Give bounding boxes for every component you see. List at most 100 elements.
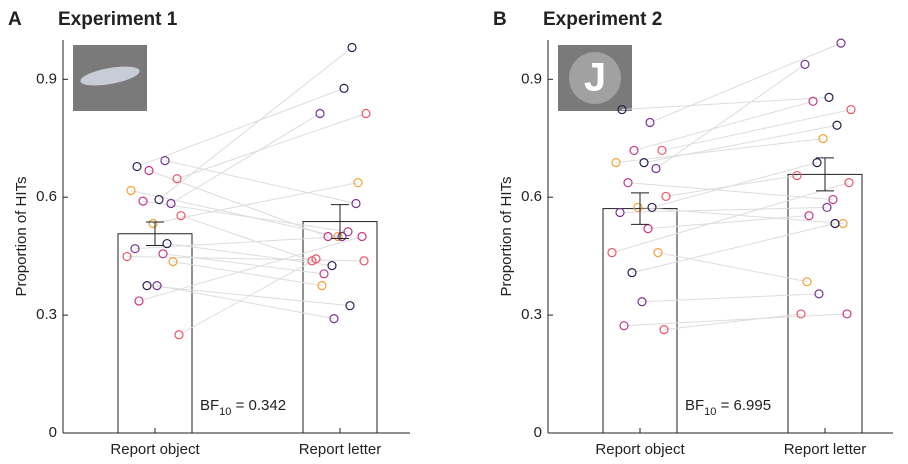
bf-value: = 6.995 <box>716 397 771 414</box>
pair-line <box>164 160 357 204</box>
participant-point <box>172 174 182 184</box>
y-tick-label: 0.9 <box>521 70 542 87</box>
participant-point <box>158 249 168 259</box>
participant-point <box>844 178 854 188</box>
stimulus-glow <box>569 52 621 104</box>
participant-point <box>315 108 325 119</box>
participant-point <box>329 314 339 324</box>
pair-line <box>641 293 820 303</box>
participant-point <box>130 244 140 254</box>
participant-point <box>154 194 164 205</box>
participant-point <box>623 178 633 188</box>
pair-line <box>180 215 313 262</box>
pair-line <box>166 243 333 267</box>
participant-point <box>633 202 643 213</box>
y-axis-label: Proportion of HITs <box>498 176 515 296</box>
pair-line <box>126 256 365 262</box>
participant-point <box>812 158 822 168</box>
pair-line <box>615 138 824 164</box>
participant-point <box>629 145 639 156</box>
pair-line <box>651 162 818 208</box>
bf-value: = 0.342 <box>231 397 286 414</box>
stimulus-letter: J <box>584 56 606 100</box>
pair-line <box>176 113 367 180</box>
y-tick-label: 0 <box>49 424 57 441</box>
y-tick-label: 0.6 <box>521 188 542 205</box>
panel-label: A <box>8 9 22 30</box>
participant-point <box>152 281 162 291</box>
panel-title: Experiment 1 <box>58 9 178 30</box>
participant-point <box>134 296 144 306</box>
participant-point <box>126 185 136 196</box>
x-tick-label: Report letter <box>299 441 382 458</box>
participant-point <box>166 198 176 209</box>
pair-line <box>623 313 848 327</box>
participant-point <box>160 156 170 166</box>
pair-line <box>657 252 808 283</box>
pair-line <box>611 182 850 254</box>
participant-point <box>796 309 806 319</box>
participant-point <box>645 117 655 128</box>
pair-line <box>172 261 323 287</box>
participant-point <box>319 269 329 279</box>
pair-line <box>152 182 359 225</box>
participant-point <box>359 256 369 266</box>
participant-point <box>607 248 617 258</box>
participant-point <box>659 325 669 335</box>
participant-point <box>144 165 154 176</box>
participant-point <box>792 170 802 181</box>
participant-point <box>343 227 353 237</box>
participant-point <box>808 96 818 106</box>
participant-point <box>800 59 810 69</box>
pair-line <box>619 206 828 214</box>
participant-point <box>802 277 812 287</box>
participant-point <box>148 218 158 229</box>
bf-subscript: 10 <box>704 406 716 418</box>
pair-line <box>663 313 802 331</box>
participant-point <box>619 321 629 331</box>
participant-point <box>176 211 186 221</box>
pair-line <box>655 63 806 169</box>
pair-line <box>643 124 838 164</box>
participant-point <box>317 281 327 291</box>
participant-point <box>337 231 347 242</box>
x-tick-label: Report object <box>595 441 685 458</box>
bayes-factor: BF10 = 6.995 <box>685 397 771 418</box>
participant-point <box>132 161 142 172</box>
x-tick-label: Report letter <box>784 441 867 458</box>
bf-label: BF <box>685 397 704 414</box>
participant-point <box>814 289 824 299</box>
bayes-factor: BF10 = 0.342 <box>200 397 286 418</box>
pair-line <box>627 182 834 201</box>
participant-point <box>333 231 343 242</box>
participant-point <box>361 108 371 119</box>
participant-point <box>637 297 647 307</box>
pair-line <box>631 223 836 274</box>
y-tick-label: 0 <box>534 424 542 441</box>
participant-point <box>836 38 846 48</box>
panel-title: Experiment 2 <box>543 9 662 30</box>
participant-point <box>653 248 663 258</box>
y-axis-label: Proportion of HITs <box>13 176 30 296</box>
participant-point <box>347 42 357 53</box>
participant-point <box>174 330 184 340</box>
pair-line <box>649 42 842 123</box>
pair-line <box>158 47 353 200</box>
pair-line <box>178 258 317 336</box>
participant-point <box>617 104 627 115</box>
y-tick-label: 0.9 <box>36 70 57 87</box>
participant-point <box>846 104 856 115</box>
participant-point <box>311 254 321 264</box>
participant-point <box>339 83 349 93</box>
participant-point <box>122 251 132 262</box>
participant-point <box>842 309 852 319</box>
bar <box>787 173 863 434</box>
participant-point <box>818 134 828 144</box>
pair-line <box>136 87 345 168</box>
participant-point <box>138 196 148 206</box>
participant-point <box>168 257 178 267</box>
pair-line <box>162 253 325 275</box>
participant-point <box>830 218 840 229</box>
x-tick-label: Report object <box>110 441 200 458</box>
participant-point <box>357 231 367 242</box>
